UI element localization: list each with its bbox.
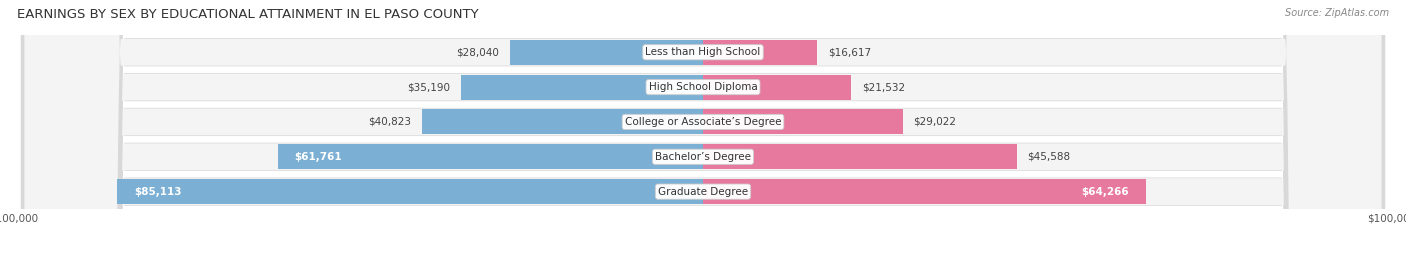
- Text: Bachelor’s Degree: Bachelor’s Degree: [655, 152, 751, 162]
- Text: Less than High School: Less than High School: [645, 47, 761, 57]
- Bar: [422, 109, 703, 135]
- FancyBboxPatch shape: [24, 0, 1382, 268]
- Bar: [277, 144, 703, 169]
- Text: $64,266: $64,266: [1081, 187, 1129, 197]
- FancyBboxPatch shape: [24, 0, 1382, 268]
- FancyBboxPatch shape: [24, 0, 1382, 268]
- Text: $29,022: $29,022: [914, 117, 956, 127]
- Text: $35,190: $35,190: [408, 82, 450, 92]
- Text: $85,113: $85,113: [134, 187, 181, 197]
- FancyBboxPatch shape: [21, 0, 1385, 268]
- Text: College or Associate’s Degree: College or Associate’s Degree: [624, 117, 782, 127]
- FancyBboxPatch shape: [24, 0, 1382, 268]
- Text: $28,040: $28,040: [457, 47, 499, 57]
- FancyBboxPatch shape: [21, 0, 1385, 268]
- FancyBboxPatch shape: [21, 0, 1385, 268]
- Text: Source: ZipAtlas.com: Source: ZipAtlas.com: [1285, 8, 1389, 18]
- Bar: [461, 75, 703, 100]
- Text: $45,588: $45,588: [1028, 152, 1070, 162]
- Bar: [703, 75, 852, 100]
- Bar: [703, 144, 1017, 169]
- Bar: [117, 179, 703, 204]
- Text: $16,617: $16,617: [828, 47, 870, 57]
- FancyBboxPatch shape: [24, 0, 1382, 268]
- Text: EARNINGS BY SEX BY EDUCATIONAL ATTAINMENT IN EL PASO COUNTY: EARNINGS BY SEX BY EDUCATIONAL ATTAINMEN…: [17, 8, 478, 21]
- FancyBboxPatch shape: [21, 0, 1385, 268]
- Text: $61,761: $61,761: [295, 152, 342, 162]
- Text: $40,823: $40,823: [368, 117, 412, 127]
- Text: $21,532: $21,532: [862, 82, 905, 92]
- Bar: [703, 109, 903, 135]
- FancyBboxPatch shape: [21, 0, 1385, 268]
- Bar: [510, 40, 703, 65]
- Text: Graduate Degree: Graduate Degree: [658, 187, 748, 197]
- Bar: [703, 179, 1146, 204]
- Bar: [703, 40, 817, 65]
- Text: High School Diploma: High School Diploma: [648, 82, 758, 92]
